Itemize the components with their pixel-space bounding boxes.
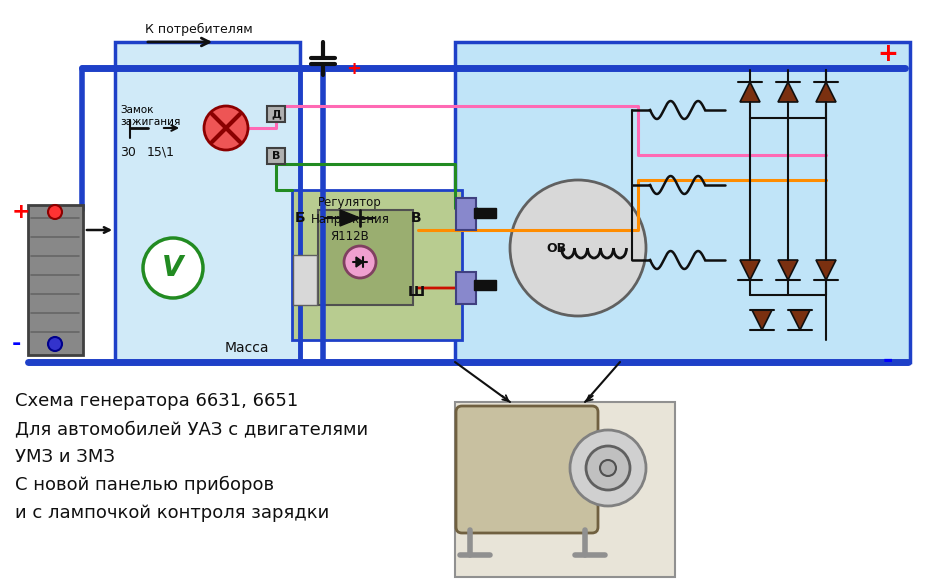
Text: 15\1: 15\1 (147, 145, 175, 158)
FancyBboxPatch shape (267, 148, 285, 164)
Polygon shape (740, 260, 760, 280)
Polygon shape (356, 257, 363, 267)
Circle shape (48, 205, 62, 219)
Text: -: - (12, 334, 21, 354)
Text: и с лампочкой контроля зарядки: и с лампочкой контроля зарядки (15, 504, 329, 522)
FancyBboxPatch shape (474, 280, 496, 290)
Text: С новой панелью приборов: С новой панелью приборов (15, 476, 274, 494)
Polygon shape (816, 260, 836, 280)
Text: В: В (272, 151, 280, 161)
Text: Для автомобилей УАЗ с двигателями: Для автомобилей УАЗ с двигателями (15, 420, 368, 438)
Polygon shape (778, 260, 798, 280)
Polygon shape (778, 82, 798, 102)
Polygon shape (740, 82, 760, 102)
FancyBboxPatch shape (318, 210, 413, 305)
Circle shape (586, 446, 630, 490)
Text: -: - (882, 348, 894, 372)
Text: ОВ: ОВ (546, 241, 566, 254)
Text: +: + (346, 60, 361, 78)
Circle shape (143, 238, 203, 298)
FancyBboxPatch shape (474, 208, 496, 218)
Text: V: V (162, 254, 184, 282)
Text: Д: Д (271, 109, 281, 119)
Text: Ш: Ш (407, 285, 425, 299)
Text: Б: Б (295, 211, 305, 225)
Text: Масса: Масса (225, 341, 269, 355)
FancyBboxPatch shape (267, 106, 285, 122)
Circle shape (570, 430, 646, 506)
Text: +: + (12, 202, 31, 222)
Text: В: В (411, 211, 421, 225)
FancyBboxPatch shape (115, 42, 300, 362)
Text: Замок
зажигания: Замок зажигания (120, 105, 180, 127)
Text: УМЗ и ЗМЗ: УМЗ и ЗМЗ (15, 448, 115, 466)
FancyBboxPatch shape (456, 272, 476, 304)
Polygon shape (752, 310, 772, 330)
FancyBboxPatch shape (28, 205, 83, 355)
Text: 30: 30 (120, 145, 136, 158)
Circle shape (204, 106, 248, 150)
Text: +: + (878, 42, 898, 66)
Circle shape (510, 180, 646, 316)
Polygon shape (816, 82, 836, 102)
Text: Регулятор
Напряжения
Я112В: Регулятор Напряжения Я112В (311, 196, 389, 243)
Text: К потребителям: К потребителям (145, 23, 253, 36)
FancyBboxPatch shape (292, 190, 462, 340)
FancyBboxPatch shape (456, 198, 476, 230)
Circle shape (48, 337, 62, 351)
FancyBboxPatch shape (455, 42, 910, 362)
FancyBboxPatch shape (293, 255, 317, 305)
FancyBboxPatch shape (455, 402, 675, 577)
Polygon shape (790, 310, 810, 330)
FancyBboxPatch shape (456, 406, 598, 533)
Polygon shape (340, 210, 360, 226)
Text: Схема генератора 6631, 6651: Схема генератора 6631, 6651 (15, 392, 298, 410)
Circle shape (344, 246, 376, 278)
Circle shape (600, 460, 616, 476)
